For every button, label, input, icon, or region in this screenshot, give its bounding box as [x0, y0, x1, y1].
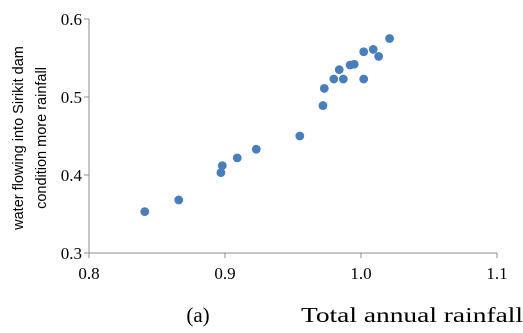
data-point	[329, 74, 339, 84]
data-point	[217, 161, 227, 171]
data-point	[338, 74, 348, 84]
data-point	[140, 207, 150, 217]
data-point	[251, 144, 261, 154]
data-point	[368, 45, 378, 54]
axes	[88, 19, 497, 254]
y-axis-title-line-2: condition more rainfall	[34, 67, 50, 209]
x-tick-labels: 0.8 0.9 1.0 1.1	[78, 253, 508, 283]
data-point	[334, 65, 344, 75]
data-point	[359, 74, 369, 84]
y-tick-label: 0.6	[61, 10, 82, 29]
data-point	[374, 52, 384, 61]
y-tick-label: 0.4	[61, 166, 83, 185]
x-tick-label: 1.0	[350, 264, 371, 283]
data-point	[295, 131, 305, 141]
y-tick-label: 0.5	[61, 88, 82, 107]
x-tick-label: 0.8	[78, 264, 99, 283]
data-point	[349, 59, 359, 69]
y-tick-label: 0.3	[61, 244, 82, 263]
y-tick-labels: 0.3 0.4 0.5 0.6	[61, 10, 89, 263]
data-point	[318, 101, 328, 110]
data-point	[174, 195, 184, 205]
x-tick-label: 1.1	[486, 264, 507, 283]
data-point	[359, 47, 369, 57]
y-axis-title-line-1: water flowing into Sirikit dam	[11, 46, 27, 231]
data-point	[385, 34, 394, 43]
data-point	[216, 168, 226, 178]
x-tick-label: 0.9	[214, 264, 235, 283]
panel-label: (a)	[186, 303, 209, 327]
x-axis-title: Total annual rainfall	[301, 303, 523, 327]
data-point	[319, 84, 329, 93]
data-point	[232, 153, 242, 163]
data-points	[140, 34, 394, 217]
